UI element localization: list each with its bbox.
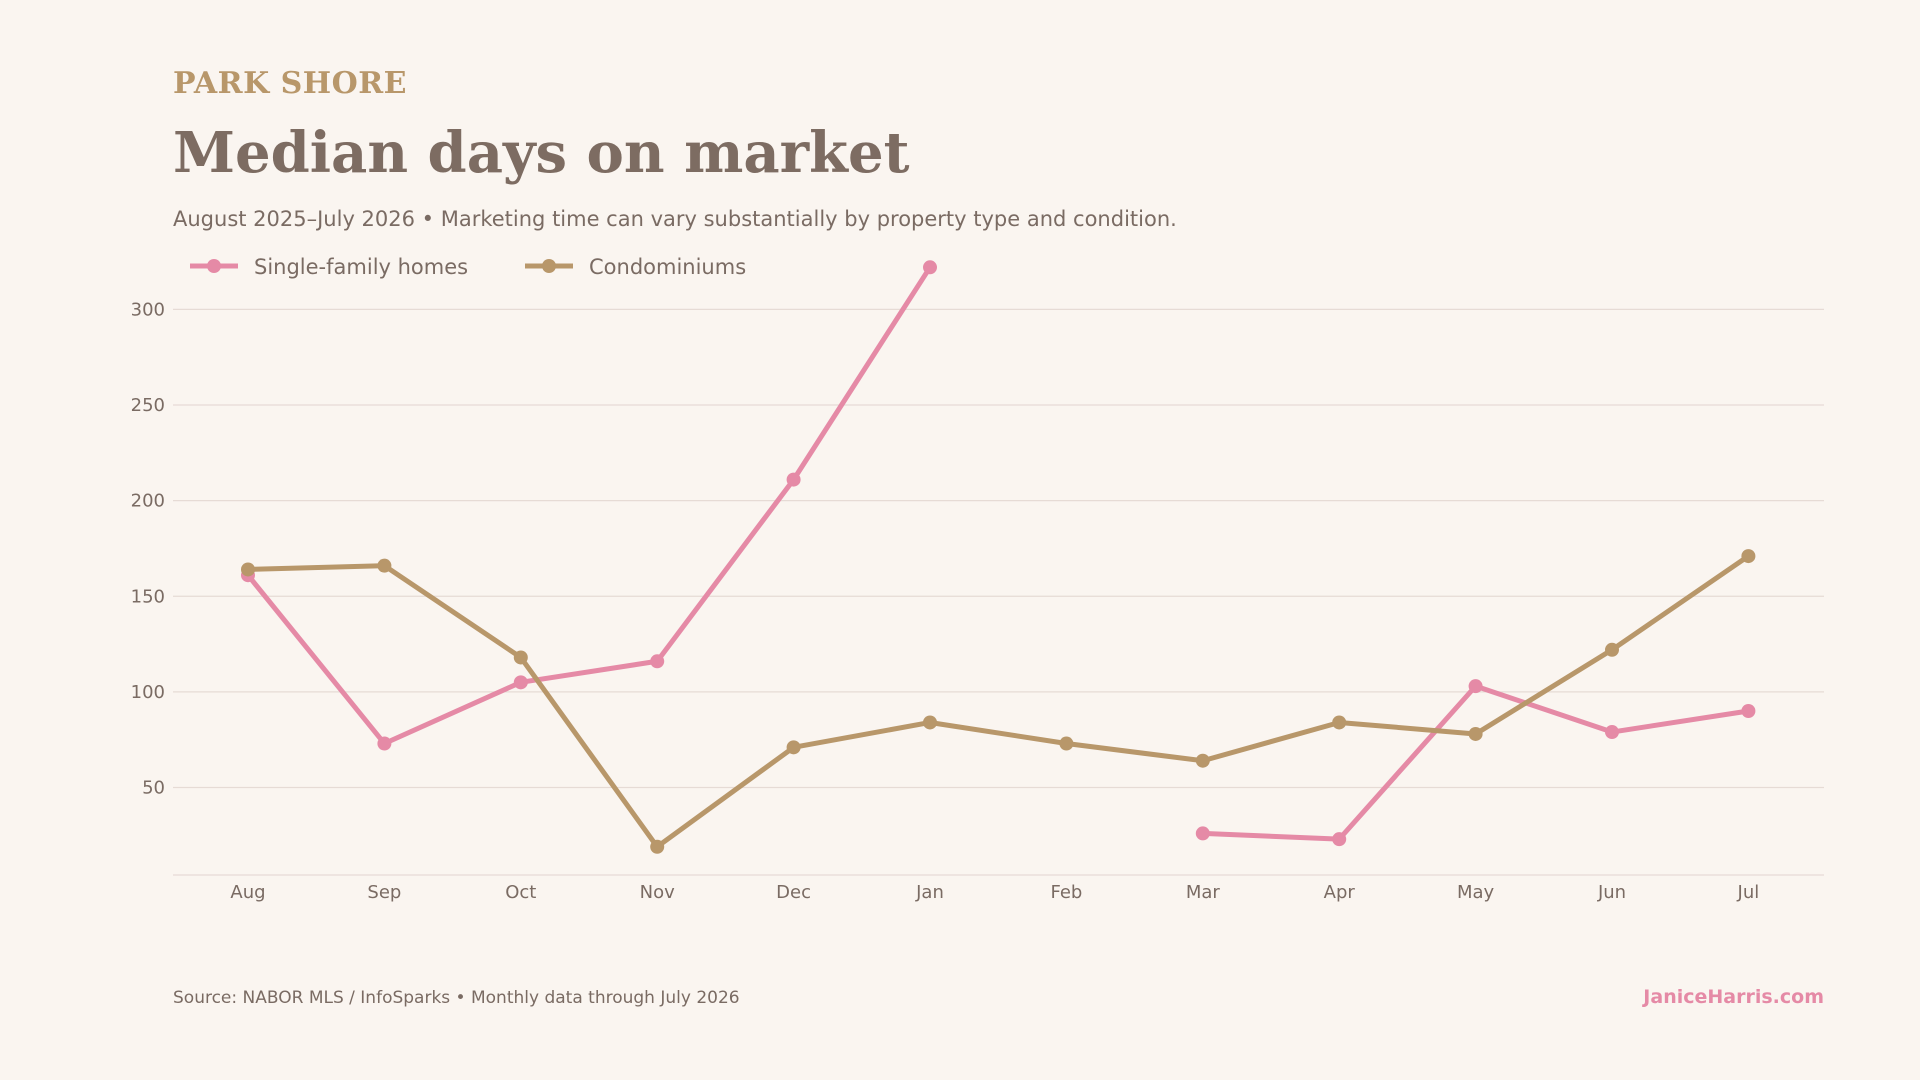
single-family-legend-swatch-marker (207, 259, 221, 273)
single-family-data-point (1605, 725, 1619, 740)
condo-data-point (1195, 753, 1210, 768)
location-label: PARK SHORE (173, 66, 408, 101)
chart-title: Median days on market (173, 120, 910, 186)
chart-subtitle: August 2025–July 2026 • Marketing time c… (173, 207, 1177, 231)
condo-data-point (786, 740, 801, 755)
condo-data-point (1741, 549, 1756, 564)
condo-data-point (1332, 715, 1347, 730)
x-tick-label: Jun (1597, 882, 1626, 903)
single-family-data-point (1468, 679, 1483, 694)
y-tick-label: 250 (131, 395, 165, 416)
y-tick-label: 100 (131, 682, 165, 703)
condo-data-point (1059, 736, 1074, 751)
single-family-data-point (1741, 704, 1756, 718)
single-family-data-point (923, 260, 937, 275)
x-tick-label: Jul (1737, 882, 1760, 903)
x-tick-label: Sep (367, 882, 401, 903)
single-family-series-line (1200, 683, 1751, 842)
brand-link[interactable]: JaniceHarris.com (1643, 986, 1824, 1008)
x-tick-label: Apr (1324, 882, 1356, 903)
condo-legend-swatch-marker (542, 259, 556, 273)
single-family-data-point (513, 675, 528, 690)
condo-data-point (1605, 642, 1619, 657)
condo-series-line (245, 553, 1751, 850)
source-note: Source: NABOR MLS / InfoSparks • Monthly… (173, 988, 740, 1008)
x-tick-label: Oct (505, 882, 536, 903)
y-tick-label: 300 (131, 299, 165, 320)
x-tick-label: Feb (1050, 882, 1082, 903)
single-family-legend-label: Single-family homes (254, 255, 468, 279)
single-family-data-point (786, 472, 801, 487)
condo-data-point (650, 839, 665, 854)
single-family-data-point (1195, 826, 1210, 841)
single-family-data-point (1332, 832, 1347, 847)
y-tick-label: 150 (131, 586, 165, 607)
single-family-series-line (245, 264, 933, 747)
x-tick-label: Mar (1186, 882, 1221, 903)
x-tick-label: Dec (776, 882, 811, 903)
x-tick-label: Aug (230, 882, 265, 903)
condo-data-point (513, 650, 528, 665)
condo-data-point (241, 562, 255, 577)
condo-legend-label: Condominiums (589, 255, 746, 279)
x-tick-label: Nov (640, 882, 675, 903)
single-family-data-point (377, 736, 392, 751)
y-tick-label: 50 (142, 778, 165, 799)
x-tick-label: Jan (915, 882, 944, 903)
condo-data-point (923, 715, 937, 730)
condo-data-point (1468, 726, 1483, 741)
condo-data-point (377, 558, 392, 573)
y-tick-label: 200 (131, 491, 165, 512)
x-tick-label: May (1457, 882, 1495, 903)
single-family-data-point (650, 654, 665, 669)
